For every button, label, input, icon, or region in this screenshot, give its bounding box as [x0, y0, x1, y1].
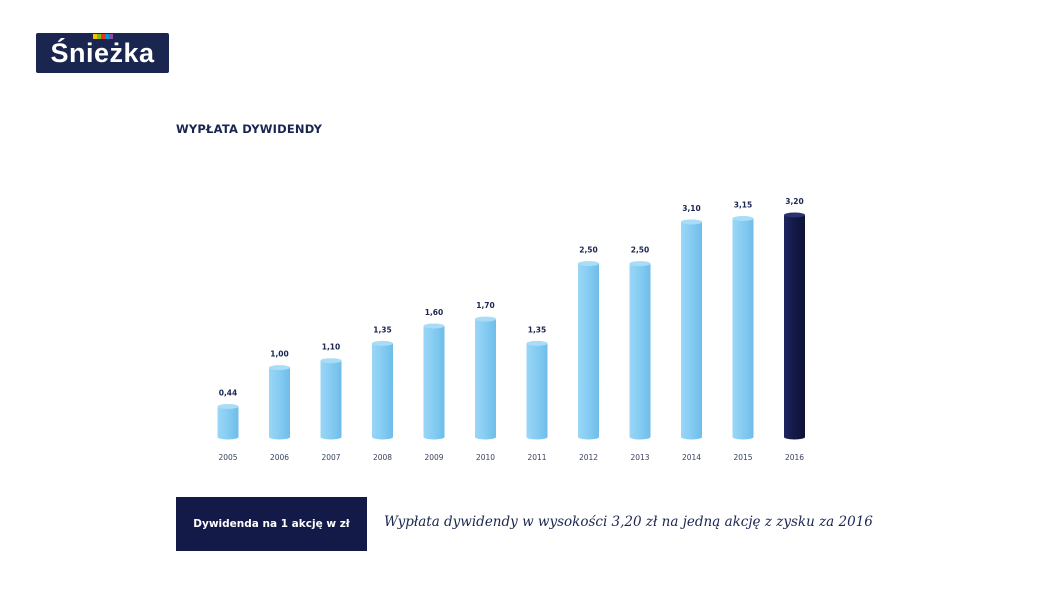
logo-stripe [101, 34, 105, 39]
x-tick-label: 2012 [579, 453, 598, 462]
bar-2013 [629, 263, 651, 440]
bar-2005 [217, 406, 239, 440]
data-label: 3,20 [785, 197, 804, 206]
logo-stripe [97, 34, 101, 39]
data-label: 1,60 [425, 308, 444, 317]
data-label: 3,15 [734, 200, 753, 209]
x-tick-label: 2015 [733, 453, 752, 462]
logo-stripe [93, 34, 97, 39]
x-tick-label: 2014 [682, 453, 701, 462]
x-tick-label: 2013 [630, 453, 649, 462]
x-tick-label: 2009 [424, 453, 443, 462]
bar-2011 [526, 343, 548, 440]
logo-stripe [105, 34, 109, 39]
data-label: 2,50 [631, 246, 650, 255]
x-tick-label: 2011 [527, 453, 546, 462]
bar-2009 [423, 326, 445, 440]
bar-top-2011 [526, 340, 548, 346]
bar-2016 [784, 215, 805, 440]
bar-top-2015 [732, 215, 754, 221]
bar-top-2016 [784, 212, 805, 218]
bar-2007 [320, 360, 342, 440]
bar-2006 [269, 367, 290, 440]
data-label: 3,10 [682, 204, 701, 213]
handwritten-note: Wypłata dywidendy w wysokości 3,20 zł na… [384, 514, 873, 530]
x-tick-label: 2008 [373, 453, 392, 462]
x-tick-label: 2016 [785, 453, 804, 462]
bar-top-2005 [217, 403, 239, 409]
data-label: 0,44 [219, 388, 238, 397]
bar-top-2013 [629, 261, 651, 267]
bar-2015 [732, 218, 754, 440]
bar-2012 [578, 263, 599, 440]
x-tick-label: 2007 [321, 453, 340, 462]
data-label: 1,70 [476, 301, 495, 310]
data-label: 1,10 [322, 343, 341, 352]
bar-top-2007 [320, 358, 342, 364]
data-label: 1,00 [270, 350, 289, 359]
bar-top-2012 [578, 261, 599, 267]
x-tick-label: 2010 [476, 453, 495, 462]
chart-title: WYPŁATA DYWIDENDY [176, 122, 323, 136]
logo-color-stripes [93, 34, 113, 39]
bar-top-2009 [423, 323, 445, 329]
bar-top-2014 [681, 219, 702, 225]
data-label: 1,35 [373, 325, 392, 334]
bar-top-2006 [269, 365, 290, 371]
data-label: 1,35 [528, 325, 547, 334]
bar-2014 [681, 221, 702, 440]
bar-top-2010 [475, 316, 496, 322]
bar-2008 [372, 343, 393, 440]
logo-stripe [109, 34, 113, 39]
x-tick-label: 2006 [270, 453, 289, 462]
data-label: 2,50 [579, 246, 598, 255]
x-tick-label: 2005 [218, 453, 237, 462]
bar-2010 [475, 319, 496, 440]
brand-logo: Śnieżka [36, 33, 169, 73]
bar-top-2008 [372, 340, 393, 346]
legend-label-box: Dywidenda na 1 akcję w zł [176, 497, 367, 551]
